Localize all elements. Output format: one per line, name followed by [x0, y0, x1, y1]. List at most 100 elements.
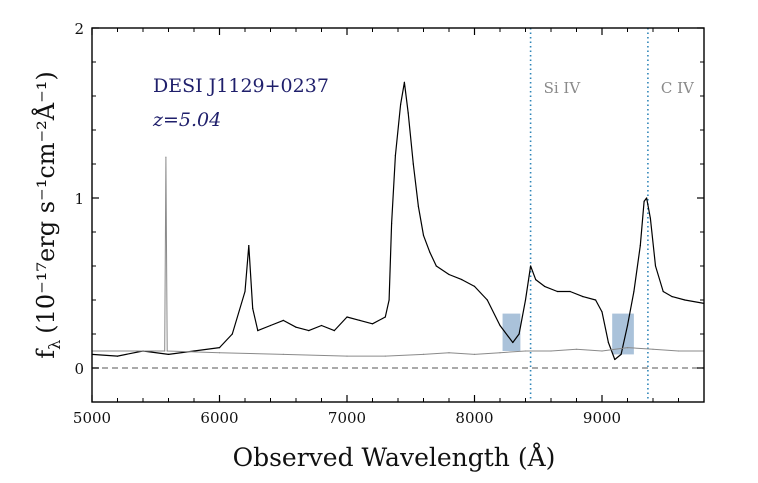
data-point-error-2	[164, 350, 166, 352]
data-point-error-13	[524, 350, 527, 352]
data-point-error-4	[166, 350, 168, 352]
data-point-flux-20	[384, 316, 386, 318]
data-point-flux-48	[607, 341, 610, 344]
x-tick-label-3: 8000	[455, 409, 493, 427]
data-point-flux-25	[403, 81, 405, 83]
data-point-error-18	[652, 348, 654, 350]
emission-line-labels: Si IV C IV	[544, 79, 695, 97]
y-axis-title: fλ (10⁻¹⁷erg s⁻¹cm⁻²Å⁻¹)	[31, 71, 64, 359]
data-point-error-19	[677, 350, 680, 352]
data-point-flux-52	[633, 290, 635, 293]
x-tick-label-0: 5000	[73, 409, 111, 427]
data-point-flux-14	[308, 330, 310, 332]
data-point-flux-50	[620, 353, 622, 355]
data-point-flux-17	[346, 316, 348, 318]
data-point-flux-34	[473, 285, 476, 287]
data-point-flux-18	[359, 319, 361, 321]
data-point-flux-59	[671, 296, 673, 298]
x-axis-title: Observed Wavelength (Å)	[233, 442, 556, 472]
redshift-annotation: z=5.04	[152, 109, 221, 131]
data-point-error-9	[422, 353, 425, 355]
data-point-flux-13	[295, 326, 297, 328]
absorption-region-1	[612, 313, 634, 355]
data-point-error-5	[218, 352, 221, 354]
data-point-flux-28	[417, 205, 419, 208]
data-point-error-8	[384, 355, 386, 357]
data-point-flux-21	[388, 299, 390, 301]
absorption-region-0	[502, 313, 521, 351]
data-point-flux-32	[448, 273, 450, 276]
series-layer	[92, 81, 704, 361]
data-point-flux-46	[595, 299, 597, 301]
data-point-flux-19	[371, 323, 374, 325]
data-point-flux-56	[649, 217, 652, 219]
data-point-error-3	[165, 156, 167, 158]
x-tick-label-2: 7000	[328, 409, 366, 427]
data-point-error-16	[601, 350, 603, 352]
data-point-flux-55	[646, 197, 648, 199]
data-point-flux-31	[435, 265, 437, 267]
emission-line-label-1: C IV	[661, 79, 695, 97]
data-point-flux-36	[499, 324, 501, 327]
absorption-regions	[502, 313, 634, 355]
data-point-flux-41	[535, 279, 537, 281]
data-point-flux-37	[512, 341, 514, 344]
data-point-error-7	[346, 355, 348, 357]
emission-line-label-0: Si IV	[544, 79, 582, 97]
data-point-flux-57	[654, 265, 657, 267]
data-point-flux-44	[569, 290, 571, 293]
data-point-flux-38	[518, 333, 520, 335]
data-point-error-6	[282, 353, 284, 355]
data-point-flux-26	[407, 112, 409, 114]
data-point-flux-60	[684, 299, 686, 301]
data-point-flux-42	[544, 285, 546, 287]
data-point-flux-43	[556, 290, 559, 293]
data-point-flux-23	[394, 154, 396, 157]
y-tick-label-1: 1	[74, 190, 84, 208]
data-point-flux-12	[282, 319, 284, 321]
data-point-flux-35	[486, 299, 488, 301]
data-point-flux-47	[601, 311, 603, 313]
object-name-annotation: DESI J1129+0237	[153, 75, 329, 97]
data-point-flux-22	[391, 222, 393, 225]
data-point-flux-1	[116, 355, 119, 357]
data-point-flux-24	[400, 103, 402, 106]
data-point-flux-33	[461, 279, 463, 281]
data-point-error-12	[499, 352, 501, 354]
data-point-flux-49	[614, 358, 616, 361]
y-axis-subscript: λ	[45, 340, 64, 350]
y-tick-label-0: 0	[74, 360, 84, 378]
data-point-flux-5	[218, 347, 221, 349]
series-line-flux	[92, 81, 704, 361]
x-tick-label-1: 6000	[200, 409, 238, 427]
x-tick-label-4: 9000	[583, 409, 621, 427]
data-point-flux-40	[530, 265, 532, 267]
y-axis-ticks: 0 1 2	[74, 20, 704, 403]
data-point-error-15	[575, 348, 578, 350]
data-point-flux-39	[524, 299, 527, 301]
data-point-error-14	[550, 350, 552, 352]
data-point-flux-10	[257, 330, 259, 332]
data-point-error-17	[626, 347, 629, 349]
data-point-flux-11	[269, 324, 272, 327]
data-point-flux-51	[626, 324, 629, 327]
data-point-flux-29	[422, 234, 425, 236]
data-point-flux-54	[643, 200, 645, 202]
data-point-error-10	[448, 352, 450, 354]
data-point-flux-9	[252, 307, 254, 310]
data-point-flux-6	[231, 333, 233, 335]
data-point-flux-27	[412, 163, 414, 165]
emission-line-markers	[529, 28, 649, 402]
data-point-error-1	[155, 350, 157, 352]
data-point-flux-30	[429, 251, 431, 253]
data-point-flux-53	[639, 245, 641, 247]
data-point-flux-16	[333, 330, 335, 332]
data-point-flux-8	[248, 245, 250, 247]
data-point-flux-58	[662, 290, 664, 293]
y-axis-units: (10⁻¹⁷erg s⁻¹cm⁻²Å⁻¹)	[31, 71, 60, 334]
data-point-flux-45	[582, 296, 584, 298]
data-point-flux-15	[320, 324, 323, 327]
data-point-flux-7	[244, 290, 246, 293]
data-point-flux-4	[193, 350, 195, 352]
